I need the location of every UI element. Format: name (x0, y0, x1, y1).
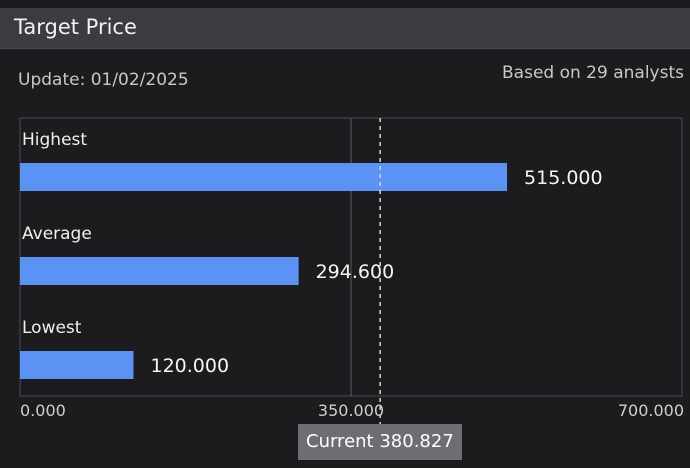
current-price-badge: Current 380.827 (298, 424, 462, 460)
value-label-lowest: 120.000 (150, 355, 229, 377)
update-date: Update: 01/02/2025 (18, 70, 189, 90)
value-label-highest: 515.000 (524, 167, 603, 189)
bar-lowest (20, 351, 134, 379)
panel-header: Target Price (0, 8, 690, 49)
category-label: Average (22, 224, 92, 244)
panel-title: Target Price (14, 15, 137, 39)
current-price-value: 380.827 (379, 431, 454, 452)
x-tick-label: 0.000 (20, 401, 66, 420)
x-tick-label: 350.000 (318, 401, 384, 420)
category-label: Lowest (22, 318, 82, 338)
value-label-average: 294.600 (316, 261, 395, 283)
x-tick-label: 700.000 (618, 401, 684, 420)
current-price-label: Current (306, 431, 374, 452)
category-label: Highest (22, 130, 87, 150)
bar-average (20, 257, 299, 285)
bar-highest (20, 163, 508, 191)
analyst-count: Based on 29 analysts (502, 63, 684, 83)
